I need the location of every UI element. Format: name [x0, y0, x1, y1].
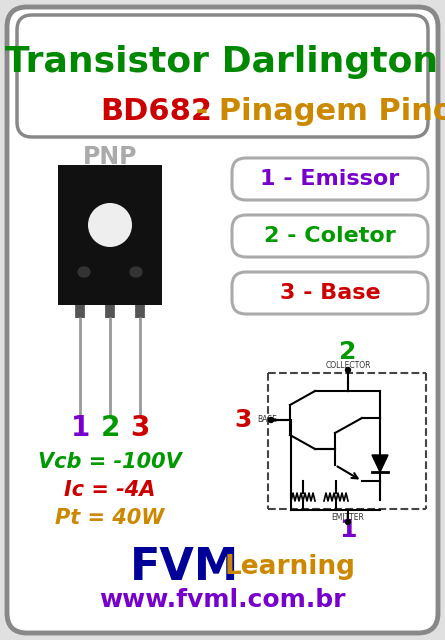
Text: 1: 1 — [70, 414, 89, 442]
Text: EMITTER: EMITTER — [332, 513, 364, 522]
Text: Pt = 40W: Pt = 40W — [55, 508, 165, 528]
Text: 1 - Emissor: 1 - Emissor — [260, 169, 400, 189]
Text: www.fvml.com.br: www.fvml.com.br — [99, 588, 345, 612]
Text: PNP: PNP — [83, 145, 137, 169]
Text: 3 - Base: 3 - Base — [280, 283, 380, 303]
Text: 2: 2 — [340, 340, 357, 364]
Text: BD682: BD682 — [100, 97, 212, 127]
Text: 2: 2 — [100, 414, 120, 442]
Text: - Pinagem Pinout: - Pinagem Pinout — [185, 97, 445, 127]
Ellipse shape — [130, 267, 142, 277]
FancyBboxPatch shape — [17, 15, 428, 137]
Text: 3: 3 — [235, 408, 252, 432]
Text: BASE: BASE — [257, 415, 277, 424]
Text: Transistor Darlington: Transistor Darlington — [5, 45, 439, 79]
Circle shape — [345, 367, 351, 372]
Text: Learning: Learning — [224, 554, 356, 580]
Text: 1: 1 — [339, 518, 357, 542]
Text: Vcb = -100V: Vcb = -100V — [38, 452, 182, 472]
Polygon shape — [372, 455, 388, 472]
Text: Ic = -4A: Ic = -4A — [65, 480, 156, 500]
Ellipse shape — [78, 267, 90, 277]
Text: FVM: FVM — [130, 545, 239, 589]
Circle shape — [268, 417, 274, 422]
Text: 2 - Coletor: 2 - Coletor — [264, 226, 396, 246]
Text: COLLECTOR: COLLECTOR — [325, 362, 371, 371]
Circle shape — [88, 203, 132, 247]
Text: 3: 3 — [130, 414, 150, 442]
Circle shape — [345, 520, 351, 525]
FancyBboxPatch shape — [232, 215, 428, 257]
FancyBboxPatch shape — [232, 158, 428, 200]
FancyBboxPatch shape — [58, 165, 162, 305]
FancyBboxPatch shape — [232, 272, 428, 314]
FancyBboxPatch shape — [7, 7, 438, 633]
